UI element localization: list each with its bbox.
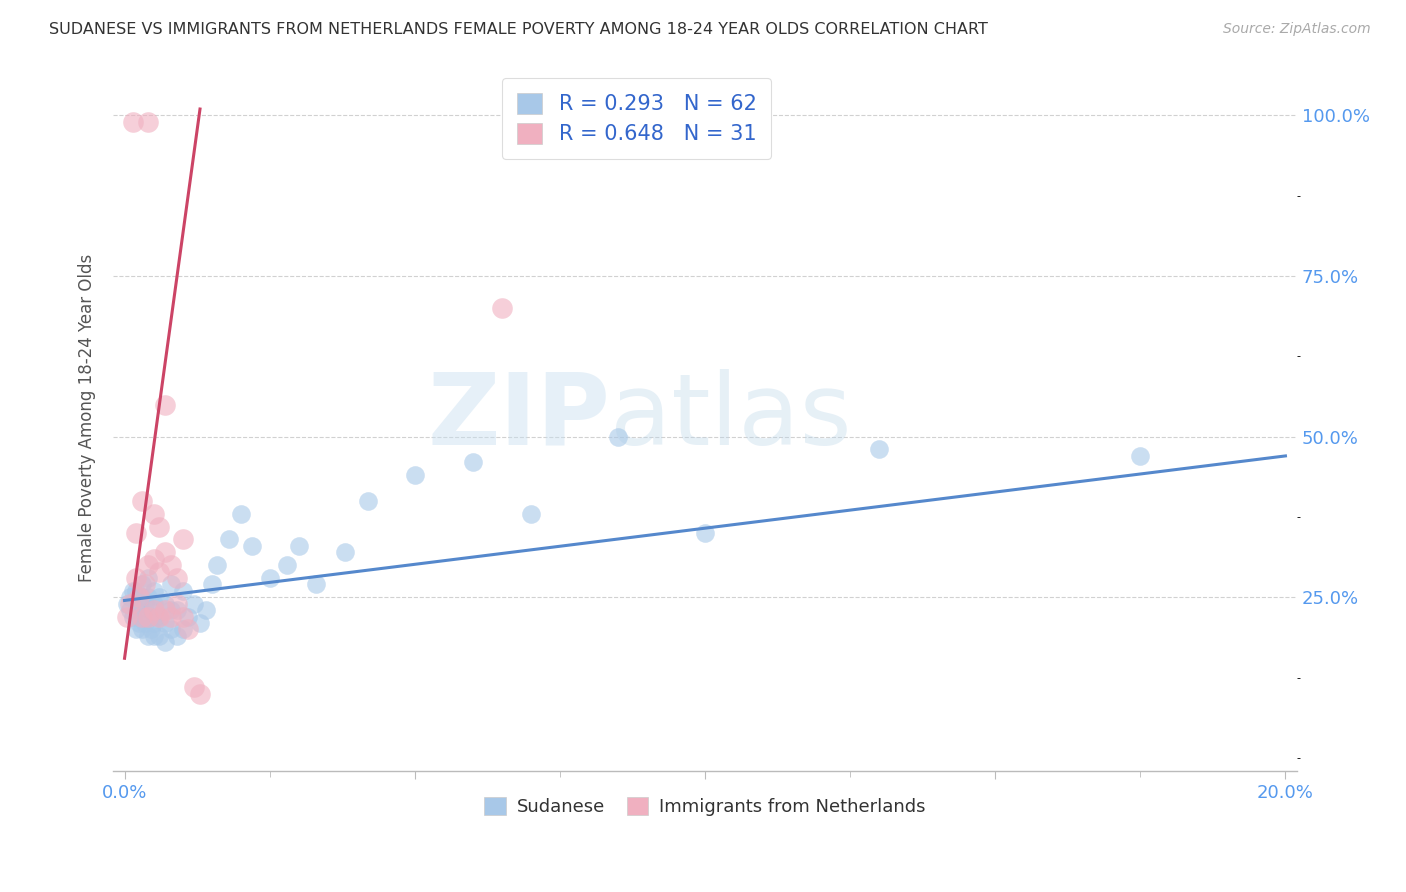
Point — [166, 603, 188, 617]
Point — [177, 609, 200, 624]
Point — [148, 591, 170, 605]
Point — [134, 615, 156, 630]
Point — [131, 591, 153, 605]
Point — [166, 597, 188, 611]
Point — [172, 583, 194, 598]
Point — [201, 577, 224, 591]
Point — [188, 687, 211, 701]
Point — [117, 609, 139, 624]
Point — [122, 583, 145, 598]
Point — [153, 615, 176, 630]
Point — [148, 565, 170, 579]
Point — [142, 583, 165, 598]
Point — [153, 398, 176, 412]
Point — [134, 597, 156, 611]
Legend: Sudanese, Immigrants from Netherlands: Sudanese, Immigrants from Netherlands — [475, 788, 935, 825]
Point — [148, 629, 170, 643]
Point — [148, 519, 170, 533]
Point — [131, 494, 153, 508]
Point — [153, 635, 176, 649]
Point — [160, 609, 183, 624]
Point — [120, 591, 142, 605]
Point — [125, 526, 148, 541]
Point — [868, 442, 890, 457]
Point — [404, 468, 426, 483]
Point — [142, 551, 165, 566]
Point — [142, 629, 165, 643]
Point — [122, 609, 145, 624]
Point — [172, 623, 194, 637]
Point — [520, 507, 543, 521]
Point — [160, 577, 183, 591]
Point — [172, 533, 194, 547]
Point — [183, 597, 205, 611]
Point — [166, 629, 188, 643]
Point — [125, 623, 148, 637]
Point — [240, 539, 263, 553]
Point — [160, 603, 183, 617]
Text: ZIP: ZIP — [427, 369, 610, 466]
Point — [120, 597, 142, 611]
Point — [122, 115, 145, 129]
Point — [128, 597, 150, 611]
Text: SUDANESE VS IMMIGRANTS FROM NETHERLANDS FEMALE POVERTY AMONG 18-24 YEAR OLDS COR: SUDANESE VS IMMIGRANTS FROM NETHERLANDS … — [49, 22, 988, 37]
Point — [142, 597, 165, 611]
Point — [172, 609, 194, 624]
Point — [153, 597, 176, 611]
Point — [148, 609, 170, 624]
Point — [136, 629, 159, 643]
Point — [125, 603, 148, 617]
Point — [1129, 449, 1152, 463]
Point — [134, 577, 156, 591]
Point — [142, 615, 165, 630]
Point — [145, 609, 167, 624]
Point — [131, 609, 153, 624]
Point — [166, 571, 188, 585]
Point — [136, 609, 159, 624]
Point — [136, 609, 159, 624]
Point — [207, 558, 229, 573]
Point — [125, 571, 148, 585]
Point — [136, 571, 159, 585]
Point — [125, 583, 148, 598]
Point — [194, 603, 217, 617]
Point — [131, 609, 153, 624]
Point — [160, 623, 183, 637]
Point — [117, 597, 139, 611]
Point — [276, 558, 298, 573]
Point — [188, 615, 211, 630]
Point — [136, 558, 159, 573]
Point — [128, 591, 150, 605]
Text: atlas: atlas — [610, 369, 852, 466]
Point — [491, 301, 513, 315]
Point — [461, 455, 484, 469]
Point — [120, 603, 142, 617]
Point — [139, 623, 162, 637]
Point — [142, 603, 165, 617]
Point — [131, 623, 153, 637]
Point — [128, 615, 150, 630]
Point — [136, 115, 159, 129]
Point — [218, 533, 240, 547]
Point — [333, 545, 356, 559]
Point — [259, 571, 281, 585]
Text: Source: ZipAtlas.com: Source: ZipAtlas.com — [1223, 22, 1371, 37]
Point — [229, 507, 252, 521]
Point — [139, 603, 162, 617]
Point — [357, 494, 380, 508]
Point — [693, 526, 716, 541]
Point — [142, 507, 165, 521]
Point — [287, 539, 309, 553]
Y-axis label: Female Poverty Among 18-24 Year Olds: Female Poverty Among 18-24 Year Olds — [79, 253, 96, 582]
Point — [177, 623, 200, 637]
Point — [606, 430, 628, 444]
Point — [131, 577, 153, 591]
Point — [148, 609, 170, 624]
Point — [153, 545, 176, 559]
Point — [305, 577, 328, 591]
Point — [160, 558, 183, 573]
Point — [183, 680, 205, 694]
Point — [136, 591, 159, 605]
Point — [153, 603, 176, 617]
